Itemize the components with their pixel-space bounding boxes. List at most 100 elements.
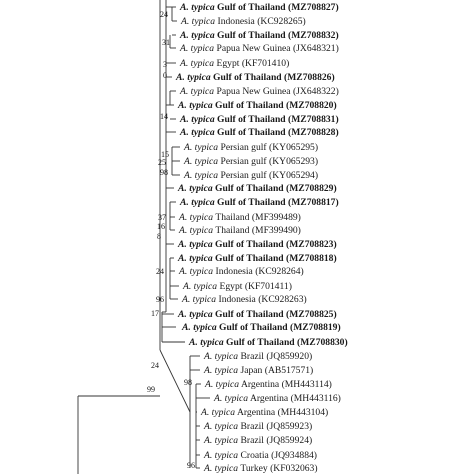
support-value: 25 [158,158,166,167]
leaf-locality: Gulf of Thailand [215,114,288,125]
leaf-species: A. typica [183,156,218,167]
leaf-locality: Gulf of Thailand [215,127,288,138]
leaf-locality: Papua New Guinea [214,43,293,54]
leaf-accession: (KY065295) [269,142,318,153]
leaf-accession: (JQ934884) [271,450,317,461]
leaf-label: A. typica Brazil (JQ859920) [203,351,312,362]
leaf-species: A. typica [178,225,213,236]
leaf-species: A. typica [203,365,238,376]
support-value: 0 [163,71,167,80]
leaf-accession: (KY065294) [269,170,318,181]
support-value: 17 [151,309,159,318]
leaf-species: A. typica [179,58,214,69]
leaf-locality: Gulf of Thailand [213,100,286,111]
leaf-label: A. typica Croatia (JQ934884) [203,450,317,461]
leaf-label: A. typica Gulf of Thailand (MZ708818) [177,253,337,264]
leaf-label: A. typica Brazil (JQ859924) [203,435,312,446]
leaf-species: A. typica [183,142,218,153]
leaf-label: A. typica Gulf of Thailand (MZ708828) [179,127,339,138]
leaf-species: A. typica [178,212,213,223]
leaf-locality: Gulf of Thailand [215,2,288,13]
leaf-label: A. typica Turkey (KF032063) [203,463,318,474]
leaf-locality: Brazil [238,421,266,432]
leaf-locality: Persian gulf [218,142,269,153]
leaf-label: A. typica Egypt (KF701411) [182,281,292,292]
leaf-locality: Croatia [238,450,271,461]
leaf-accession: (JQ859920) [266,351,312,362]
leaf-locality: Argentina [248,393,290,404]
leaf-label: A. typica Papua New Guinea (JX648322) [179,86,339,97]
leaf-locality: Egypt [217,281,245,292]
support-value: 15 [161,150,169,159]
leaf-accession: (MZ708820) [286,100,337,111]
leaf-locality: Brazil [238,351,266,362]
leaf-locality: Gulf of Thailand [211,72,284,83]
leaf-label: A. typica Gulf of Thailand (MZ708823) [177,239,337,250]
leaf-accession: (KC928263) [258,294,307,305]
leaf-label: A. typica Indonesia (KC928264) [178,266,304,277]
support-value: 16 [157,222,165,231]
support-value: 99 [147,385,155,394]
leaf-locality: Gulf of Thailand [213,309,286,320]
leaf-locality: Thailand [213,212,252,223]
leaf-accession: (MH443114) [282,379,332,390]
backbone-link [159,349,191,413]
leaf-species: A. typica [203,435,238,446]
leaf-label: A. typica Persian gulf (KY065294) [183,170,318,181]
leaf-accession: (MZ708823) [286,239,337,250]
leaf-locality: Gulf of Thailand [224,337,297,348]
leaf-locality: Indonesia [216,294,258,305]
leaf-species: A. typica [204,379,239,390]
leaf-accession: (JX648322) [293,86,339,97]
support-value: 31 [162,38,170,47]
leaf-accession: (KF032063) [270,463,317,474]
leaf-locality: Egypt [214,58,242,69]
leaf-locality: Gulf of Thailand [215,30,288,41]
leaf-locality: Brazil [238,435,266,446]
leaf-species: A. typica [177,239,213,250]
leaf-label: A. typica Gulf of Thailand (MZ708817) [179,197,339,208]
leaf-label: A. typica Argentina (MH443114) [204,379,332,390]
leaf-species: A. typica [179,197,215,208]
leaf-locality: Argentina [235,407,277,418]
support-value: 96 [156,295,164,304]
leaf-locality: Thailand [213,225,252,236]
leaf-species: A. typica [203,351,238,362]
support-value: 96 [187,461,195,470]
leaf-locality: Gulf of Thailand [217,322,290,333]
leaf-species: A. typica [177,253,213,264]
leaf-label: A. typica Gulf of Thailand (MZ708826) [175,72,335,83]
leaf-label: A. typica Brazil (JQ859923) [203,421,312,432]
leaf-accession: (KC928264) [255,266,304,277]
leaf-locality: Argentina [239,379,281,390]
support-value: 98 [184,378,192,387]
leaf-accession: (KF701411) [245,281,292,292]
leaf-label: A. typica Gulf of Thailand (MZ708830) [188,337,348,348]
leaf-label: A. typica Indonesia (KC928263) [181,294,307,305]
leaf-label: A. typica Thailand (MF399490) [178,225,301,236]
leaf-label: A. typica Gulf of Thailand (MZ708820) [177,100,337,111]
leaf-species: A. typica [203,450,238,461]
leaf-species: A. typica [177,183,213,194]
leaf-species: A. typica [179,114,215,125]
leaf-accession: (KY065293) [269,156,318,167]
leaf-accession: (MZ708825) [286,309,337,320]
leaf-label: A. typica Argentina (MH443104) [200,407,328,418]
leaf-label: A. typica Gulf of Thailand (MZ708825) [177,309,337,320]
leaf-locality: Papua New Guinea [214,86,293,97]
leaf-species: A. typica [182,281,217,292]
support-value: 98 [160,168,168,177]
tree-leaf-labels: A. typica Gulf of Thailand (MZ708827)A. … [175,2,348,474]
leaf-accession: (MZ708826) [284,72,335,83]
leaf-accession: (MZ708819) [290,322,341,333]
leaf-species: A. typica [203,463,238,474]
leaf-label: A. typica Gulf of Thailand (MZ708819) [181,322,341,333]
leaf-locality: Persian gulf [218,156,269,167]
leaf-accession: (MZ708831) [288,114,339,125]
leaf-species: A. typica [188,337,224,348]
leaf-locality: Gulf of Thailand [213,253,286,264]
leaf-accession: (MZ708817) [288,197,339,208]
leaf-species: A. typica [213,393,248,404]
